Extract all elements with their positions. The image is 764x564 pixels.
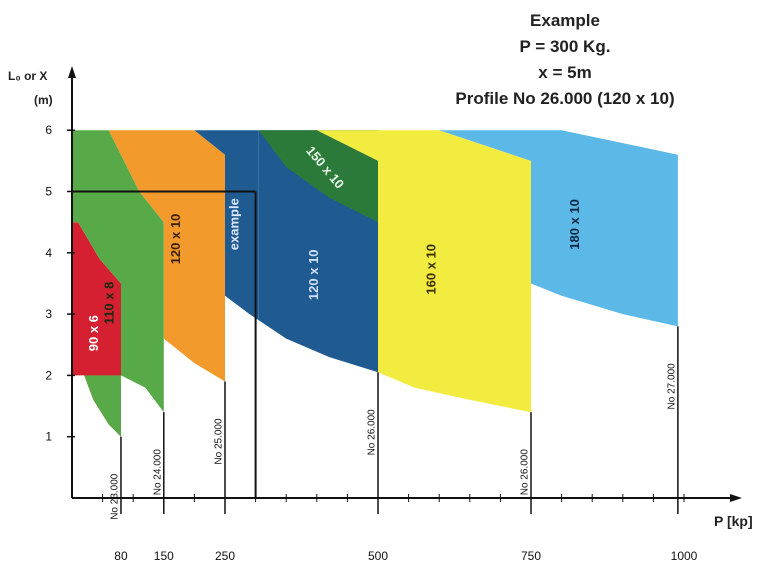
profile-label-3: No 26.000 xyxy=(367,409,378,456)
x-tick-label-3: 500 xyxy=(368,549,388,563)
region-label-7: 180 x 10 xyxy=(567,199,582,250)
x-axis-label: P [kp] xyxy=(714,513,753,529)
example-load: P = 300 Kg. xyxy=(519,37,611,56)
y-tick-label-5: 6 xyxy=(45,123,52,137)
y-tick-label-1: 2 xyxy=(45,368,52,382)
region-label-1: 110 x 8 xyxy=(102,282,117,325)
x-tick-label-2: 250 xyxy=(215,549,235,563)
profile-number-lines: No 23.000 No 24.000 No 25.000 No 26.000 No 2… xyxy=(110,326,679,520)
chart-axes: 80 150 250 500 750 1000 1 2 3 4 5 6 xyxy=(45,66,742,563)
y-axis-arrow xyxy=(68,66,76,78)
region-label-6: 160 x 10 xyxy=(424,244,439,295)
region-6 xyxy=(316,130,531,413)
region-label-3: example xyxy=(227,198,242,250)
x-axis-arrow xyxy=(730,494,742,502)
region-2 xyxy=(108,130,225,382)
y-tick-label-2: 3 xyxy=(45,307,52,321)
region-label-0: 90 x 6 xyxy=(86,315,101,351)
example-box: Example P = 300 Kg. x = 5m Profile No 26… xyxy=(400,8,730,112)
example-length: x = 5m xyxy=(538,63,592,82)
region-1 xyxy=(72,130,164,437)
profile-label-4: No 26.000 xyxy=(520,449,531,496)
example-heading: Example xyxy=(530,11,600,30)
profile-label-2: No 25.000 xyxy=(214,418,225,465)
x-tick-label-1: 150 xyxy=(154,549,174,563)
region-7 xyxy=(439,130,678,327)
region-3 xyxy=(194,130,259,321)
example-profile: Profile No 26.000 (120 x 10) xyxy=(455,89,675,108)
y-tick-label-0: 1 xyxy=(45,430,52,444)
y-tick-label-3: 4 xyxy=(45,246,52,260)
region-5 xyxy=(258,130,378,223)
x-tick-label-5: 1000 xyxy=(671,549,698,563)
profile-regions xyxy=(72,130,678,437)
y-axis-label-line1: L₀ or X xyxy=(8,69,47,83)
y-tick-label-4: 5 xyxy=(45,185,52,199)
profile-label-0: No 23.000 xyxy=(110,473,121,520)
profile-label-1: No 24.000 xyxy=(152,449,163,496)
profile-label-5: No 27.000 xyxy=(667,363,678,410)
region-label-2: 120 x 10 xyxy=(168,214,183,265)
region-label-4: 120 x 10 xyxy=(306,249,321,300)
x-tick-label-0: 80 xyxy=(114,549,128,563)
x-tick-label-4: 750 xyxy=(521,549,541,563)
y-axis-label-line2: (m) xyxy=(34,93,53,107)
